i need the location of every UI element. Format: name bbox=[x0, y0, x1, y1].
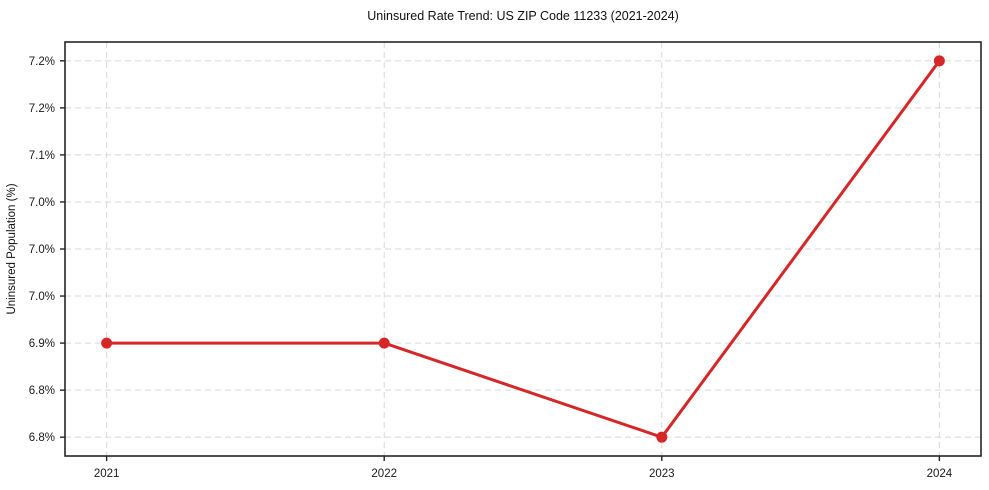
data-point-2021 bbox=[101, 337, 113, 349]
y-axis-label: Uninsured Population (%) bbox=[6, 183, 18, 314]
y-tick-label: 7.2% bbox=[29, 56, 55, 68]
gridlines bbox=[65, 42, 981, 456]
x-tick-label: 2024 bbox=[927, 468, 953, 480]
data-point-2022 bbox=[378, 337, 390, 349]
x-tick-label: 2022 bbox=[371, 468, 397, 480]
plot-border bbox=[64, 41, 982, 457]
data-point-2023 bbox=[656, 431, 668, 443]
y-tick-label: 7.0% bbox=[29, 197, 55, 209]
x-tick-label: 2021 bbox=[94, 468, 120, 480]
chart-title: Uninsured Rate Trend: US ZIP Code 11233 … bbox=[367, 9, 679, 23]
axis-ticks: 2021 2022 2023 2024 6.8% 6.8% 6.9% 7.0% 7.0% 7.0%… bbox=[29, 56, 953, 480]
data-point-2024 bbox=[933, 55, 945, 67]
y-tick-label: 7.2% bbox=[29, 103, 55, 115]
y-tick-label: 7.1% bbox=[29, 150, 55, 162]
y-tick-label: 6.8% bbox=[29, 385, 55, 397]
y-tick-label: 6.8% bbox=[29, 432, 55, 444]
x-tick-label: 2023 bbox=[649, 468, 675, 480]
y-tick-label: 6.9% bbox=[29, 338, 55, 350]
y-tick-label: 7.0% bbox=[29, 244, 55, 256]
trend-line bbox=[105, 59, 941, 439]
trend-line-series bbox=[101, 55, 945, 443]
y-tick-label: 7.0% bbox=[29, 291, 55, 303]
